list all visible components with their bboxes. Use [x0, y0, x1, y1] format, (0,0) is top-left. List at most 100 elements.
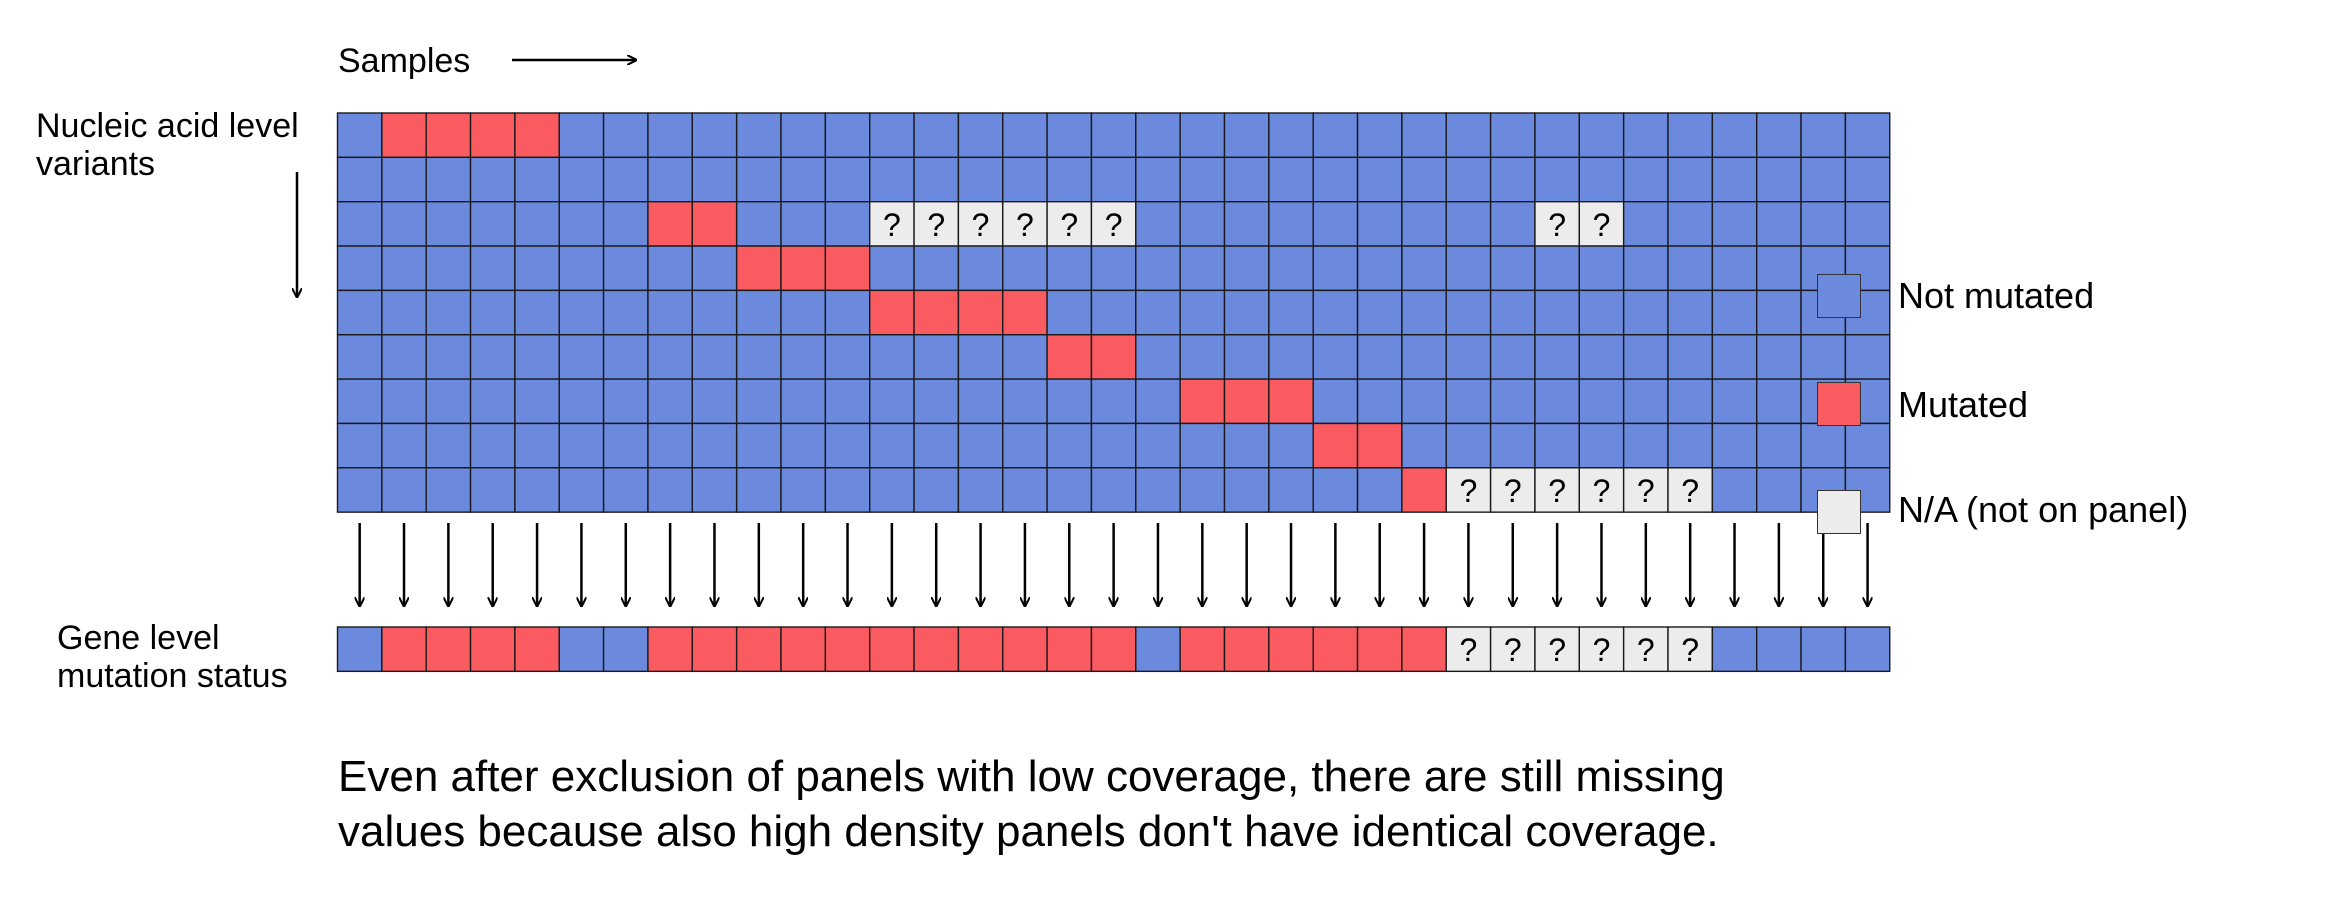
- variant-cell-not-mutated: [1711, 156, 1758, 203]
- variant-cell-not-on-panel: [1534, 467, 1580, 513]
- unknown-mark: ?: [1593, 207, 1611, 243]
- variant-cell-not-mutated: [824, 112, 871, 159]
- variant-cell-not-mutated: [1312, 378, 1359, 425]
- variant-cell-mutated: [1401, 467, 1447, 513]
- variant-cell-not-mutated: [1135, 422, 1181, 469]
- unknown-mark: ?: [883, 207, 901, 243]
- variant-cell-not-mutated: [1489, 378, 1536, 425]
- variant-cell-not-mutated: [381, 378, 427, 425]
- gene-cell-mutated: [780, 626, 827, 673]
- variant-cell-not-mutated: [381, 422, 427, 469]
- variant-cell-not-mutated: [1356, 112, 1403, 159]
- variant-cell-not-mutated: [647, 378, 694, 425]
- variant-cell-not-mutated: [1667, 156, 1714, 203]
- variant-cell-not-mutated: [869, 334, 915, 380]
- variant-cell-not-mutated: [913, 467, 960, 513]
- variant-cell-not-mutated: [1489, 200, 1536, 247]
- variant-cell-not-mutated: [425, 245, 472, 292]
- variant-cell-not-mutated: [1312, 289, 1359, 336]
- gene-cell-mutated: [647, 626, 694, 673]
- variant-cell-not-mutated: [425, 422, 472, 469]
- unknown-mark: ?: [1548, 632, 1566, 668]
- variant-cell-not-mutated: [957, 156, 1004, 203]
- variant-cell-not-mutated: [469, 156, 516, 203]
- variant-cell-not-mutated: [1622, 245, 1669, 292]
- variant-cell-not-mutated: [602, 200, 649, 247]
- gene-cell-not-mutated: [1135, 626, 1181, 673]
- variant-cell-mutated: [1002, 289, 1048, 336]
- variant-cell-not-mutated: [558, 112, 605, 159]
- variant-cell-not-mutated: [1445, 422, 1492, 469]
- gene-cell-not-mutated: [1711, 626, 1758, 673]
- variant-cell-not-mutated: [1268, 422, 1314, 469]
- variant-cell-mutated: [1223, 378, 1270, 425]
- variant-cell-not-mutated: [425, 200, 472, 247]
- variant-cell-not-mutated: [1534, 378, 1580, 425]
- variant-cell-not-mutated: [336, 289, 383, 336]
- variant-cell-not-mutated: [1534, 245, 1580, 292]
- variant-cell-not-mutated: [691, 334, 738, 380]
- legend-label-not-mutated: Not mutated: [1898, 275, 2095, 316]
- variant-cell-not-on-panel: [1445, 467, 1492, 513]
- variant-cell-not-mutated: [1755, 112, 1802, 159]
- variant-cell-not-mutated: [780, 156, 827, 203]
- variant-cell-not-mutated: [1489, 289, 1536, 336]
- variant-cell-not-mutated: [425, 156, 472, 203]
- variant-cell-not-mutated: [1534, 422, 1580, 469]
- variant-cell-not-mutated: [1090, 422, 1137, 469]
- variant-cell-not-mutated: [1002, 378, 1048, 425]
- variant-cell-not-mutated: [691, 378, 738, 425]
- variant-cell-not-mutated: [514, 467, 560, 513]
- variant-cell-mutated: [647, 200, 694, 247]
- variant-cell-not-mutated: [735, 289, 782, 336]
- variant-cell-not-mutated: [1312, 245, 1359, 292]
- variant-cell-not-mutated: [1046, 289, 1093, 336]
- variant-cell-not-mutated: [1534, 289, 1580, 336]
- unknown-mark: ?: [1460, 632, 1478, 668]
- variant-cell-not-mutated: [336, 334, 383, 380]
- variant-cell-not-mutated: [1002, 245, 1048, 292]
- gene-cell-mutated: [957, 626, 1004, 673]
- variant-cell-mutated: [1268, 378, 1314, 425]
- variant-cell-not-mutated: [1090, 289, 1137, 336]
- variant-cell-mutated: [1179, 378, 1226, 425]
- unknown-mark: ?: [1016, 207, 1034, 243]
- variant-cell-not-mutated: [1223, 289, 1270, 336]
- variant-cell-mutated: [1090, 334, 1137, 380]
- variant-cell-not-mutated: [336, 467, 383, 513]
- variant-cell-not-mutated: [558, 156, 605, 203]
- unknown-mark: ?: [972, 207, 990, 243]
- variant-cell-not-mutated: [336, 156, 383, 203]
- variant-cell-not-mutated: [1268, 334, 1314, 380]
- variant-cell-not-mutated: [1755, 200, 1802, 247]
- gene-cell-mutated: [381, 626, 427, 673]
- variant-cell-not-mutated: [469, 467, 516, 513]
- variant-cell-not-mutated: [1046, 156, 1093, 203]
- variant-cell-not-mutated: [647, 112, 694, 159]
- variant-cell-not-mutated: [558, 422, 605, 469]
- variant-cell-not-mutated: [1223, 112, 1270, 159]
- variant-cell-mutated: [691, 200, 738, 247]
- gene-status-label: Gene level mutation status: [57, 619, 288, 695]
- gene-cell-mutated: [1090, 626, 1137, 673]
- variant-cell-not-mutated: [1755, 245, 1802, 292]
- variant-cell-not-mutated: [1667, 245, 1714, 292]
- variant-cell-not-mutated: [602, 378, 649, 425]
- variant-cell-not-mutated: [1622, 422, 1669, 469]
- variant-cell-not-mutated: [1046, 378, 1093, 425]
- variant-cell-not-mutated: [1312, 200, 1359, 247]
- variant-cell-mutated: [824, 245, 871, 292]
- legend-label-na: N/A (not on panel): [1898, 489, 2189, 530]
- variant-cell-not-mutated: [824, 378, 871, 425]
- variant-cell-not-mutated: [1401, 334, 1447, 380]
- variant-cell-not-mutated: [1667, 378, 1714, 425]
- variant-matrix: ??????????????: [336, 112, 1891, 513]
- variant-cell-not-mutated: [869, 112, 915, 159]
- variant-cell-not-mutated: [1223, 467, 1270, 513]
- variant-cell-not-mutated: [735, 467, 782, 513]
- variant-cell-not-mutated: [1179, 156, 1226, 203]
- variant-cell-not-mutated: [336, 378, 383, 425]
- variant-cell-not-mutated: [381, 289, 427, 336]
- variant-cell-not-mutated: [1135, 156, 1181, 203]
- variant-cell-not-mutated: [869, 156, 915, 203]
